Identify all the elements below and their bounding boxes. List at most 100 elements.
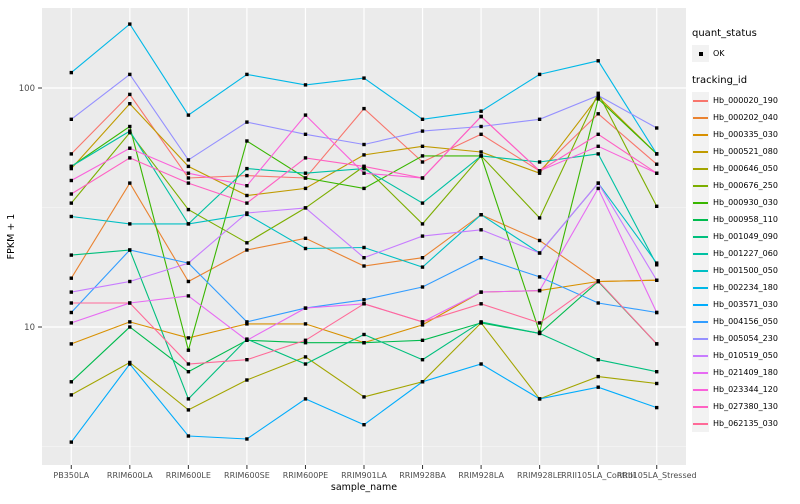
- data-point: [303, 341, 308, 345]
- data-point: [69, 214, 73, 219]
- data-point: [420, 320, 425, 324]
- data-point: [537, 331, 542, 336]
- data-point: [420, 129, 425, 133]
- data-point: [128, 362, 132, 366]
- data-point: [537, 275, 542, 279]
- data-point: [596, 301, 600, 305]
- data-point: [128, 72, 132, 77]
- data-point: [537, 171, 542, 175]
- data-point: [596, 358, 600, 362]
- legend-label: Hb_000202_040: [713, 113, 778, 122]
- legend-item-Hb_000958_110: Hb_000958_110: [692, 211, 800, 228]
- data-point: [420, 154, 425, 158]
- data-point: [655, 261, 659, 265]
- legend-item-Hb_005054_230: Hb_005054_230: [692, 330, 800, 347]
- data-point: [186, 279, 191, 284]
- data-point: [186, 336, 191, 340]
- data-point: [479, 150, 483, 154]
- legend-item-Hb_003571_030: Hb_003571_030: [692, 296, 800, 313]
- data-point: [186, 434, 191, 438]
- data-point: [303, 355, 308, 359]
- data-point: [69, 310, 73, 315]
- data-point: [186, 294, 191, 298]
- data-point: [479, 320, 483, 324]
- legend-line-key-icon: [692, 364, 709, 381]
- data-point: [128, 248, 132, 252]
- data-point: [303, 113, 308, 117]
- data-point: [69, 253, 73, 257]
- legend-item-Hb_000521_080: Hb_000521_080: [692, 143, 800, 160]
- legend-item-Hb_001227_060: Hb_001227_060: [692, 245, 800, 262]
- data-point: [69, 440, 73, 444]
- data-point: [245, 211, 249, 215]
- data-point: [245, 139, 249, 143]
- data-point: [420, 234, 425, 238]
- legend-label: Hb_003571_030: [713, 300, 778, 309]
- data-point: [479, 362, 483, 366]
- data-point: [69, 290, 73, 294]
- data-point: [128, 181, 132, 185]
- data-point: [186, 171, 191, 175]
- legend-label: Hb_027380_130: [713, 402, 778, 411]
- legend-label: Hb_023344_120: [713, 385, 778, 394]
- data-point: [596, 97, 600, 101]
- data-point: [245, 320, 249, 324]
- data-point: [186, 348, 191, 352]
- legend-line-key-icon: [692, 296, 709, 313]
- data-point: [420, 201, 425, 205]
- data-point: [537, 321, 542, 325]
- data-point: [362, 332, 366, 337]
- data-point: [245, 358, 249, 362]
- data-point: [69, 393, 73, 397]
- legend-line-key-icon: [692, 143, 709, 160]
- data-point: [362, 264, 366, 268]
- data-point: [655, 204, 659, 208]
- data-point: [420, 358, 425, 362]
- data-point: [69, 164, 73, 169]
- legend-title-quant-status: quant_status: [692, 28, 757, 39]
- data-point: [537, 251, 542, 255]
- data-point: [303, 171, 308, 175]
- legend-line-key-icon: [692, 279, 709, 296]
- data-point: [186, 113, 191, 117]
- data-point: [420, 144, 425, 148]
- data-point: [362, 341, 366, 345]
- data-point: [186, 164, 191, 169]
- data-point: [245, 322, 249, 326]
- legend-item-Hb_010519_050: Hb_010519_050: [692, 347, 800, 364]
- legend-line-key-icon: [692, 92, 709, 109]
- data-point: [362, 153, 366, 157]
- data-point: [245, 201, 249, 205]
- data-point: [362, 423, 366, 427]
- data-point: [596, 112, 600, 116]
- data-point: [69, 178, 73, 183]
- data-point: [128, 146, 132, 150]
- data-point: [69, 166, 73, 171]
- legend-item-Hb_062135_030: Hb_062135_030: [692, 415, 800, 432]
- data-point: [245, 338, 249, 342]
- data-point: [479, 228, 483, 232]
- data-point: [245, 193, 249, 198]
- legend-item-Hb_001500_050: Hb_001500_050: [692, 262, 800, 279]
- data-point: [362, 302, 366, 306]
- data-point: [362, 186, 366, 191]
- data-point: [128, 279, 132, 284]
- data-point: [186, 181, 191, 185]
- legend-panel: quant_status OK tracking_id Hb_000020_19…: [692, 28, 800, 432]
- data-point: [420, 256, 425, 260]
- data-point: [69, 342, 73, 346]
- legend-item-Hb_000646_050: Hb_000646_050: [692, 160, 800, 177]
- legend-label: Hb_000335_030: [713, 130, 778, 139]
- data-point: [245, 173, 249, 178]
- data-point: [596, 279, 600, 283]
- data-point: [245, 378, 249, 382]
- data-point: [420, 380, 425, 384]
- y-tick-label: 10: [24, 323, 35, 333]
- data-point: [303, 397, 308, 401]
- data-point: [537, 216, 542, 220]
- data-point: [245, 72, 249, 77]
- data-point: [537, 288, 542, 293]
- legend-label: Hb_062135_030: [713, 419, 778, 428]
- data-point: [186, 261, 191, 265]
- y-axis-title: FPKM + 1: [6, 214, 17, 260]
